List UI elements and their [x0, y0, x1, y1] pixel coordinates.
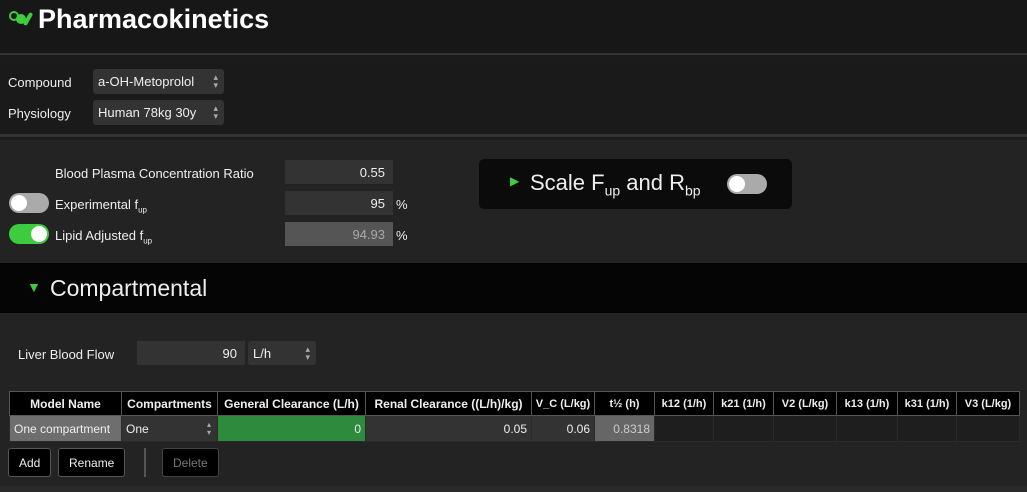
bpr-input[interactable]: 0.55: [285, 160, 393, 184]
cell-general-clearance[interactable]: 0: [217, 415, 366, 442]
bpr-label: Blood Plasma Concentration Ratio: [55, 166, 254, 181]
col-half-life: t½ (h): [594, 391, 655, 416]
lipid-adjusted-fup-toggle[interactable]: [9, 224, 49, 244]
cell-v2: [773, 415, 837, 442]
updown-icon: ▴ ▾: [206, 420, 211, 437]
rename-button[interactable]: Rename: [58, 448, 126, 477]
add-button[interactable]: Add: [8, 448, 52, 477]
col-k21: k21 (1/h): [713, 391, 774, 416]
compound-value: a-OH-Metoprolol: [98, 74, 195, 89]
liver-blood-flow-input[interactable]: 90: [137, 341, 245, 365]
cell-k12: [654, 415, 714, 442]
compartments-value: One: [126, 421, 149, 436]
expand-triangle-icon: ▶: [510, 174, 520, 188]
cell-k21: [713, 415, 774, 442]
liver-unit-select[interactable]: L/h ▴ ▾: [248, 341, 316, 365]
experimental-fup-toggle[interactable]: [9, 193, 49, 213]
col-compartments: Compartments: [121, 391, 218, 416]
compartmental-header[interactable]: ▼ Compartmental: [0, 263, 1027, 313]
compound-select[interactable]: a-OH-Metoprolol ▴ ▾: [93, 69, 224, 94]
col-k13: k13 (1/h): [836, 391, 898, 416]
divider: [144, 448, 146, 477]
table-row[interactable]: One compartment One ▴ ▾ 0 0.05 0.06 0.8318: [9, 415, 1020, 442]
cell-vc[interactable]: 0.06: [531, 415, 595, 442]
updown-icon: ▴ ▾: [305, 344, 310, 362]
cell-k13: [836, 415, 898, 442]
physiology-label: Physiology: [8, 106, 71, 121]
cell-half-life: 0.8318: [594, 415, 655, 442]
cell-compartments-select[interactable]: One ▴ ▾: [121, 415, 218, 442]
scale-toggle[interactable]: [727, 174, 767, 194]
lipid-adjusted-fup-value: 94.93: [285, 222, 393, 246]
experimental-fup-input[interactable]: 95: [285, 191, 393, 215]
page-title: Pharmacokinetics: [38, 4, 270, 34]
compartmental-title: Compartmental: [50, 275, 208, 301]
col-v2: V2 (L/kg): [773, 391, 837, 416]
scale-fup-rbp-section[interactable]: ▶ Scale Fup and Rbp: [479, 159, 792, 209]
collapse-triangle-icon: ▼: [27, 279, 41, 295]
liver-unit-value: L/h: [253, 346, 272, 361]
scale-title: Scale Fup and Rbp: [530, 170, 701, 199]
percent-unit: %: [396, 228, 408, 243]
liver-blood-flow-label: Liver Blood Flow: [18, 347, 115, 362]
experimental-fup-label: Experimental fup: [55, 197, 147, 215]
col-model-name: Model Name: [9, 391, 122, 416]
col-k12: k12 (1/h): [654, 391, 714, 416]
col-renal-clearance: Renal Clearance ((L/h)/kg): [365, 391, 532, 416]
selector-panel: Compound a-OH-Metoprolol ▴ ▾ Physiology Hu…: [0, 57, 1027, 137]
table-header-row: Model Name Compartments General Clearanc…: [9, 391, 1020, 416]
pills-icon: [9, 11, 33, 26]
cell-k31: [897, 415, 957, 442]
col-vc: V_C (L/kg): [531, 391, 595, 416]
models-table: Model Name Compartments General Clearanc…: [9, 391, 1020, 442]
updown-icon: ▴ ▾: [213, 103, 218, 121]
compound-label: Compound: [8, 75, 72, 90]
cell-renal-clearance[interactable]: 0.05: [365, 415, 532, 442]
header: Pharmacokinetics: [0, 0, 1027, 55]
cell-v3: [956, 415, 1020, 442]
lipid-adjusted-fup-label: Lipid Adjusted fup: [55, 228, 153, 246]
bottom-bar: [0, 486, 1027, 492]
physiology-select[interactable]: Human 78kg 30y ▴ ▾: [93, 100, 224, 125]
delete-button[interactable]: Delete: [162, 448, 219, 477]
percent-unit: %: [396, 197, 408, 212]
updown-icon: ▴ ▾: [213, 72, 218, 90]
col-general-clearance: General Clearance (L/h): [217, 391, 366, 416]
col-k31: k31 (1/h): [897, 391, 957, 416]
physiology-value: Human 78kg 30y: [98, 105, 197, 120]
col-v3: V3 (L/kg): [956, 391, 1020, 416]
cell-model-name[interactable]: One compartment: [9, 415, 122, 442]
